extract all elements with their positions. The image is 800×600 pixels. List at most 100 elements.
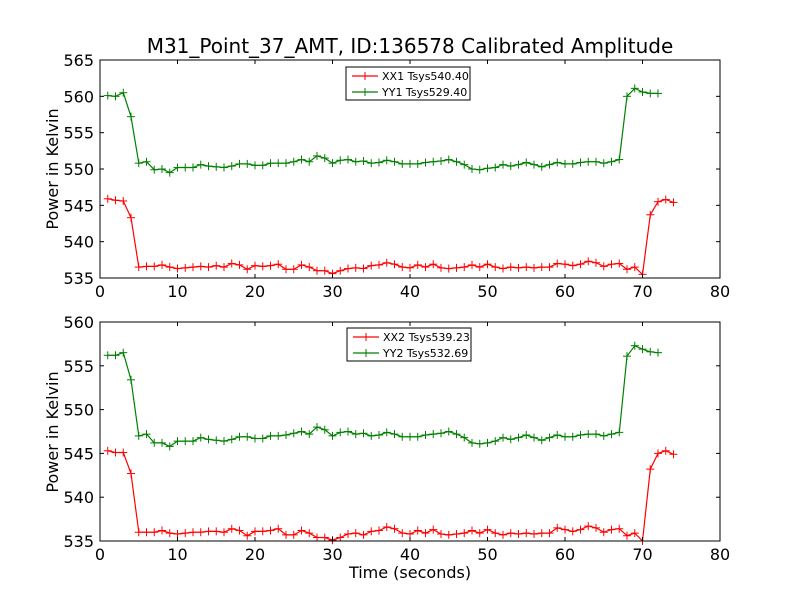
legend-entry-label: YY2 Tsys532.69 [382, 347, 468, 360]
data-point [119, 448, 128, 457]
data-point [204, 263, 213, 272]
data-point [103, 351, 112, 360]
data-point [599, 528, 608, 537]
data-point [196, 262, 205, 271]
data-point [530, 433, 538, 442]
data-point [646, 465, 655, 474]
data-point [227, 259, 236, 268]
data-point [142, 528, 151, 537]
data-point [406, 159, 414, 168]
data-point [607, 260, 616, 269]
data-point [537, 263, 546, 272]
data-point [530, 263, 538, 272]
y-tick-label: 555 [63, 124, 94, 143]
data-point [375, 158, 383, 167]
data-point [282, 265, 290, 274]
legend-box [345, 66, 471, 101]
data-point [398, 432, 407, 441]
data-point [189, 163, 197, 172]
data-point [181, 437, 190, 446]
data-point [382, 156, 391, 165]
data-point [165, 529, 174, 538]
data-point [328, 431, 337, 440]
data-point [654, 89, 662, 98]
data-point [576, 431, 585, 440]
data-point [243, 432, 252, 441]
data-point [630, 529, 639, 538]
bottom-y-axis-label: Power in Kelvin [43, 371, 62, 492]
data-point [514, 529, 523, 538]
data-point [599, 431, 608, 440]
data-point [429, 260, 438, 269]
data-point [623, 531, 631, 540]
data-point [475, 165, 484, 174]
data-point [111, 196, 120, 205]
data-point [243, 531, 252, 540]
data-point [669, 198, 678, 207]
data-point [127, 112, 135, 121]
data-point [165, 442, 174, 451]
data-point [289, 157, 298, 166]
data-point [452, 529, 461, 538]
x-tick-label: 60 [555, 545, 575, 564]
y-tick-label: 555 [63, 357, 94, 376]
data-point [189, 437, 197, 446]
data-point [475, 439, 484, 448]
data-point [328, 159, 337, 168]
data-point [576, 260, 585, 269]
data-point [413, 432, 422, 441]
data-point [181, 529, 190, 538]
data-point [235, 159, 244, 168]
data-point [483, 438, 492, 447]
data-point [537, 436, 546, 445]
data-point [150, 262, 159, 271]
data-point [553, 158, 562, 167]
data-point [506, 162, 515, 171]
data-point [266, 431, 275, 440]
chart-title: M31_Point_37_AMT, ID:136578 Calibrated A… [147, 34, 674, 58]
data-point [553, 523, 562, 532]
data-point [220, 163, 228, 172]
data-point [181, 163, 190, 172]
data-point [545, 433, 554, 442]
data-point [297, 427, 306, 436]
data-point [398, 529, 407, 538]
data-point [390, 157, 399, 166]
data-point [212, 162, 221, 171]
data-point [406, 529, 414, 538]
data-point [351, 157, 360, 166]
y-tick-label: 545 [63, 196, 94, 215]
legend-entry-label: XX1 Tsys540.40 [382, 70, 469, 83]
data-point [491, 263, 500, 272]
data-point [460, 433, 469, 442]
data-point [522, 158, 531, 167]
data-point [537, 162, 546, 171]
x-tick-label: 20 [245, 282, 265, 301]
data-point [514, 433, 523, 442]
x-tick-label: 10 [167, 545, 187, 564]
data-point [584, 157, 593, 166]
data-point [282, 431, 290, 440]
data-point [506, 263, 515, 272]
top-y-axis-label: Power in Kelvin [43, 108, 62, 229]
data-point [173, 264, 182, 273]
data-point [274, 431, 283, 440]
data-point [212, 527, 221, 536]
data-point [429, 430, 438, 439]
data-point [289, 429, 298, 438]
data-point [313, 423, 321, 432]
data-point [235, 260, 244, 269]
data-point [553, 259, 562, 268]
data-point [243, 265, 252, 274]
x-tick-label: 0 [95, 282, 105, 301]
x-tick-label: 40 [400, 282, 420, 301]
data-point [313, 533, 321, 542]
data-point [127, 213, 135, 222]
data-point [196, 160, 205, 169]
data-point [266, 261, 275, 270]
x-tick-label: 70 [632, 545, 652, 564]
data-point [545, 160, 554, 169]
y-tick-label: 535 [63, 532, 94, 551]
legend-entry-label: YY1 Tsys529.40 [381, 86, 467, 99]
